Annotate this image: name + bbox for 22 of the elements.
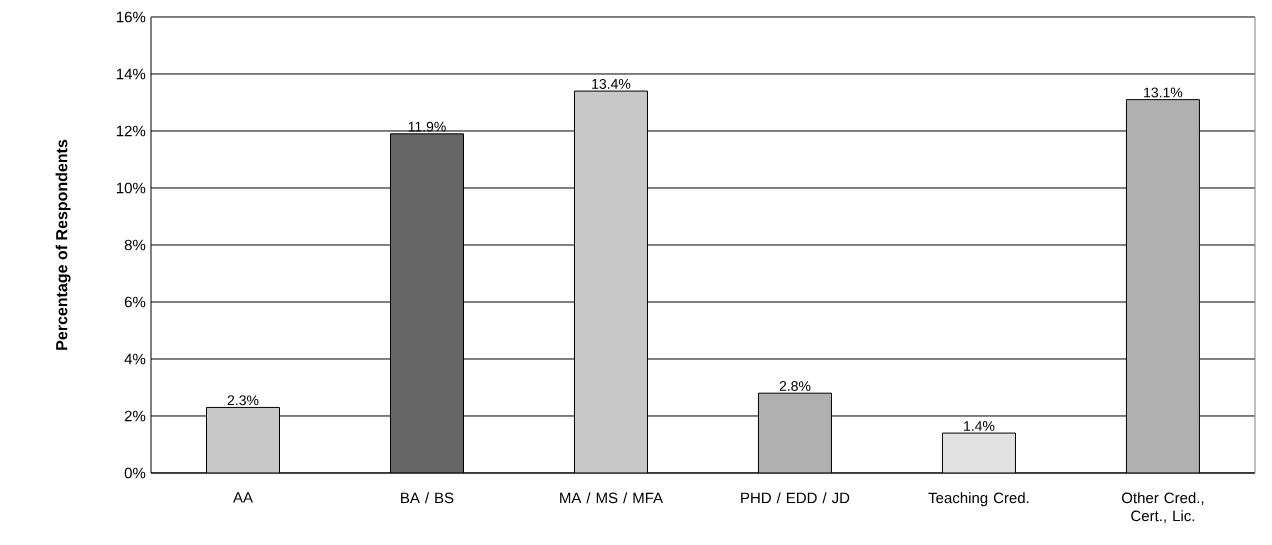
y-axis-title: Percentage of Respondents <box>55 139 71 350</box>
y-tick-label: 2% <box>124 410 146 422</box>
data-label: 2.8% <box>779 381 811 391</box>
y-tick-label: 8% <box>124 239 146 251</box>
x-tick-label: Teaching Cred. <box>928 492 1029 507</box>
x-tick-label: Other Cred., Cert., Lic. <box>1121 492 1204 523</box>
data-label: 11.9% <box>408 121 446 132</box>
x-tick-label: PHD / EDD / JD <box>741 492 850 504</box>
data-label: 13.1% <box>1144 87 1183 98</box>
y-tick-label: 12% <box>116 125 146 137</box>
x-tick-label: MA / MS / MFA <box>560 492 664 504</box>
y-tick-label: 0% <box>124 467 146 479</box>
y-tick-label: 4% <box>124 353 146 365</box>
y-tick-label: 14% <box>116 68 146 80</box>
y-tick-label: 6% <box>124 296 146 308</box>
y-tick-label: 10% <box>116 182 146 194</box>
x-tick-label: BA / BS <box>401 492 454 504</box>
y-tick-label: 16% <box>116 11 146 23</box>
data-label: 13.4% <box>592 78 631 89</box>
data-label: 2.3% <box>227 395 259 406</box>
x-tick-label: AA <box>233 492 253 503</box>
data-label: 1.4% <box>964 421 995 431</box>
